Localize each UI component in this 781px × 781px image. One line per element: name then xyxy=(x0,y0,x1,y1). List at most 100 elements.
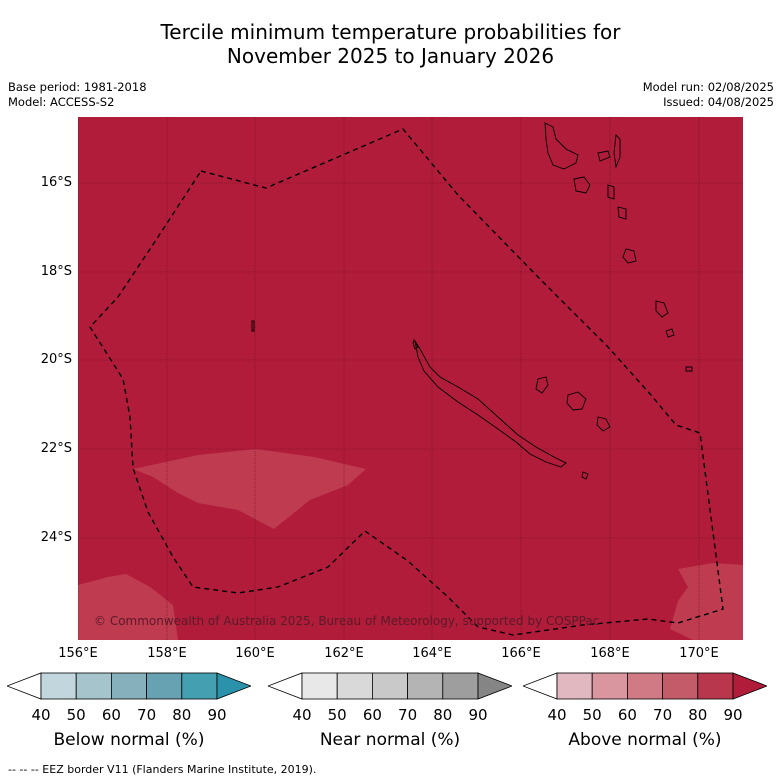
meta-right: Model run: 02/08/2025 Issued: 04/08/2025 xyxy=(643,80,774,110)
pentecost-coast xyxy=(613,134,621,169)
colorbar-extend-high xyxy=(732,672,767,700)
colorbar-segment xyxy=(181,672,218,700)
legend-ticks-above: 40 50 60 70 80 90 xyxy=(523,706,767,726)
legend-title-below: Below normal (%) xyxy=(53,730,205,750)
colorbar-tick-label: 80 xyxy=(433,706,453,724)
copyright-text: © Commonwealth of Australia 2025, Bureau… xyxy=(94,614,599,628)
colorbar-tick-label: 70 xyxy=(653,706,673,724)
lighter-probability-region xyxy=(133,449,366,529)
lon-label-158e: 158°E xyxy=(147,646,187,661)
colorbar-tick-label: 40 xyxy=(292,706,312,724)
lat-label-22s: 22°S xyxy=(40,441,72,456)
colorbar-segment xyxy=(111,672,148,700)
aneityum-coast xyxy=(685,366,693,372)
epi-coast xyxy=(617,206,627,220)
colorbar-segment xyxy=(301,672,338,700)
colorbar-tick-label: 40 xyxy=(547,706,567,724)
lat-label-16s: 16°S xyxy=(40,175,72,190)
above-normal-fill xyxy=(78,117,743,640)
colorbar-tick-label: 70 xyxy=(398,706,418,724)
lon-label-168e: 168°E xyxy=(590,646,630,661)
lat-label-18s: 18°S xyxy=(40,264,72,279)
issued-date: Issued: 04/08/2025 xyxy=(663,95,774,109)
colorbar-segment xyxy=(336,672,373,700)
colorbar-segment xyxy=(591,672,628,700)
ambrym-coast xyxy=(607,184,615,200)
chart-title: Tercile minimum temperature probabilitie… xyxy=(0,20,781,68)
map-svg: © Commonwealth of Australia 2025, Bureau… xyxy=(78,117,743,640)
ouvea-coast xyxy=(535,376,549,394)
legend-below-normal: 40 50 60 70 80 90 Below normal (%) xyxy=(7,670,251,750)
lon-label-162e: 162°E xyxy=(324,646,364,661)
colorbar-tick-label: 90 xyxy=(723,706,743,724)
colorbar-near xyxy=(268,672,512,700)
colorbar-segment xyxy=(146,672,183,700)
colorbar-tick-label: 50 xyxy=(582,706,602,724)
lon-label-164e: 164°E xyxy=(412,646,452,661)
colorbar-tick-label: 60 xyxy=(617,706,637,724)
legend-above-normal: 40 50 60 70 80 90 Above normal (%) xyxy=(523,670,767,750)
lifou-coast xyxy=(566,391,587,411)
model-name: Model: ACCESS-S2 xyxy=(8,95,115,109)
colorbar-tick-label: 50 xyxy=(66,706,86,724)
efate-coast xyxy=(622,248,637,264)
tanna-coast xyxy=(665,328,675,338)
colorbar-extend-low xyxy=(7,672,42,700)
isle-of-pines-coast xyxy=(581,471,589,480)
espiritu-santo-coast xyxy=(544,122,579,170)
mare-coast xyxy=(596,416,611,432)
lon-label-170e: 170°E xyxy=(679,646,719,661)
colorbar-tick-label: 80 xyxy=(688,706,708,724)
lon-label-156e: 156°E xyxy=(58,646,98,661)
meta-left: Base period: 1981-2018 Model: ACCESS-S2 xyxy=(8,80,147,110)
colorbar-tick-label: 60 xyxy=(101,706,121,724)
colorbar-tick-label: 60 xyxy=(362,706,382,724)
colorbar-tick-label: 80 xyxy=(172,706,192,724)
colorbar-segment xyxy=(627,672,664,700)
belep-islands-coast xyxy=(412,338,419,350)
lon-label-166e: 166°E xyxy=(501,646,541,661)
eez-border xyxy=(89,128,724,636)
legend-near-normal: 40 50 60 70 80 90 Near normal (%) xyxy=(268,670,512,750)
colorbar-extend-low xyxy=(523,672,558,700)
lighter-probability-region-sw xyxy=(78,574,178,640)
map-area: © Commonwealth of Australia 2025, Bureau… xyxy=(78,117,743,640)
colorbar-tick-label: 90 xyxy=(207,706,227,724)
model-run: Model run: 02/08/2025 xyxy=(642,80,774,94)
base-period: Base period: 1981-2018 xyxy=(8,80,147,94)
title-line-2: November 2025 to January 2026 xyxy=(226,44,555,68)
colorbar-extend-high xyxy=(477,672,512,700)
eez-footer-note: -- -- -- EEZ border V11 (Flanders Marine… xyxy=(8,763,317,776)
legend-ticks-near: 40 50 60 70 80 90 xyxy=(268,706,512,726)
malekula-coast xyxy=(573,176,591,194)
colorbar-segment xyxy=(372,672,409,700)
lon-label-160e: 160°E xyxy=(235,646,275,661)
chesterfield-islands xyxy=(251,320,255,332)
colorbar-tick-label: 90 xyxy=(468,706,488,724)
maewo-coast xyxy=(597,150,611,162)
colorbar-segment xyxy=(556,672,593,700)
coastlines xyxy=(251,122,693,480)
colorbar-tick-label: 40 xyxy=(31,706,51,724)
title-line-1: Tercile minimum temperature probabilitie… xyxy=(160,20,621,44)
lat-label-20s: 20°S xyxy=(40,352,72,367)
colorbar-segment xyxy=(662,672,699,700)
colorbar-segment xyxy=(407,672,444,700)
colorbar-tick-label: 70 xyxy=(137,706,157,724)
colorbar-extend-low xyxy=(268,672,303,700)
colorbar-segment xyxy=(442,672,479,700)
legend-title-near: Near normal (%) xyxy=(319,730,461,750)
colorbar-tick-label: 50 xyxy=(327,706,347,724)
legend-ticks-below: 40 50 60 70 80 90 xyxy=(7,706,251,726)
lighter-probability-region-se xyxy=(670,563,743,640)
colorbar-extend-high xyxy=(216,672,251,700)
colorbar-segment xyxy=(75,672,112,700)
legend-title-above: Above normal (%) xyxy=(568,730,722,750)
colorbar-segment xyxy=(697,672,734,700)
colorbar-segment xyxy=(40,672,77,700)
erromango-coast xyxy=(655,300,669,318)
colorbar-below xyxy=(7,672,251,700)
colorbar-above xyxy=(523,672,767,700)
graticule xyxy=(78,117,743,640)
lat-label-24s: 24°S xyxy=(40,530,72,545)
